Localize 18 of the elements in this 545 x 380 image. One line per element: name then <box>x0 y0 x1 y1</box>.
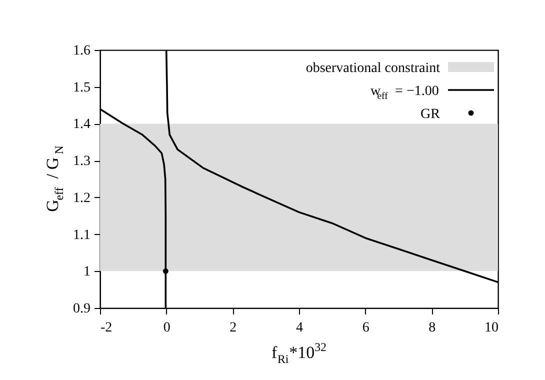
y-tick-label: 1.3 <box>73 154 90 170</box>
y-tick-label: 1 <box>84 264 90 280</box>
legend-label: GR <box>420 107 441 122</box>
y-tick-label: 1.4 <box>73 117 90 132</box>
x-tick-label: -2 <box>100 320 112 336</box>
x-tick-label: 6 <box>362 320 370 336</box>
y-tick-label: 1.1 <box>73 228 90 243</box>
y-tick-label: 1.2 <box>73 190 90 206</box>
x-tick-label: 2 <box>230 320 237 336</box>
y-axis-title: Geff / GN <box>43 145 66 212</box>
x-tick-label: 0 <box>163 320 170 336</box>
y-tick-label: 1.6 <box>73 44 90 58</box>
y-tick-label: 1.5 <box>73 80 90 96</box>
x-tick-label: 8 <box>428 320 436 336</box>
y-tick-label: 0.9 <box>73 302 90 316</box>
x-tick-label: 4 <box>296 320 303 336</box>
legend-label: observational constraint <box>306 61 440 76</box>
x-tick-label: 10 <box>484 320 498 336</box>
